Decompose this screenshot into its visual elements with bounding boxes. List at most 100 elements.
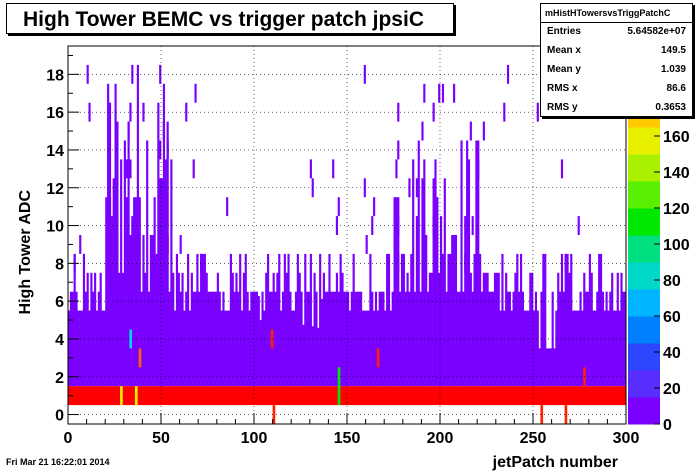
palette-segment — [628, 316, 660, 344]
grid-lines — [68, 46, 626, 424]
heatmap-column — [252, 291, 255, 387]
heatmap-column — [239, 253, 242, 387]
heatmap-column — [397, 197, 400, 387]
heatmap-column — [192, 291, 195, 387]
heatmap-cell — [373, 197, 376, 217]
heatmap-column — [473, 253, 476, 387]
heatmap-column — [603, 310, 606, 387]
heatmap-column — [92, 291, 95, 387]
heatmap-column — [237, 291, 240, 387]
heatmap-column — [320, 298, 324, 387]
heatmap-column — [276, 272, 279, 387]
heatmap-column — [402, 253, 405, 387]
stats-label: Mean y — [547, 64, 581, 75]
heatmap-cell — [536, 102, 539, 122]
heatmap-column — [365, 310, 368, 387]
palette-segment — [628, 262, 660, 290]
heatmap-column — [428, 272, 431, 387]
heatmap-column — [612, 310, 616, 387]
heatmap-column — [146, 140, 149, 387]
heatmap-column — [330, 291, 333, 387]
heatmap-column — [492, 291, 495, 387]
heatmap-column — [94, 272, 97, 387]
heatmap-column — [337, 291, 340, 387]
heatmap-column — [583, 272, 586, 387]
heatmap-cell — [397, 216, 400, 235]
y-axis: 0 2 4 6 8 10 12 14 16 18 — [46, 54, 79, 425]
heatmap-column — [153, 197, 156, 387]
heatmap-column — [380, 291, 383, 387]
heatmap-column — [317, 327, 320, 387]
heatmap-column — [404, 291, 407, 387]
heatmap-column — [144, 272, 147, 387]
heatmap-column — [508, 291, 511, 387]
heatmap-column — [324, 291, 327, 387]
x-tick-label: 250 — [520, 430, 547, 447]
heatmap-column — [300, 291, 303, 387]
heatmap-cell — [127, 121, 130, 141]
heatmap-column — [246, 291, 249, 387]
heatmap-column — [280, 310, 283, 387]
heatmap-column — [110, 216, 113, 387]
heatmap-column — [121, 272, 125, 387]
heatmap-column — [196, 253, 199, 387]
heatmap-column — [449, 253, 452, 387]
heatmap-column — [501, 253, 504, 387]
palette-segment — [628, 127, 660, 155]
heatmap-column — [235, 272, 238, 387]
heatmap-column — [159, 178, 162, 387]
heatmap-column — [531, 272, 534, 387]
heatmap-column — [164, 159, 167, 387]
heatmap-column — [341, 272, 344, 387]
heatmap-cell — [108, 197, 112, 217]
heatmap-column — [477, 159, 480, 387]
heatmap-column — [510, 310, 513, 387]
heatmap-column — [224, 310, 227, 387]
heatmap-cell — [560, 159, 564, 179]
heatmap-column — [257, 296, 260, 387]
palette-segment — [628, 343, 660, 371]
heatmap-column — [278, 253, 281, 387]
heatmap-column — [462, 291, 465, 387]
heatmap-column — [557, 272, 560, 387]
heatmap-column — [289, 291, 292, 387]
heatmap-column — [319, 253, 322, 387]
stats-row-mean-y: Mean y 1.039 — [547, 61, 686, 79]
heatmap-column — [127, 121, 130, 387]
heatmap-column — [542, 253, 545, 387]
palette-tick-label: 140 — [663, 165, 690, 182]
heatmap-column — [546, 348, 549, 387]
y-tick-label: 12 — [46, 181, 64, 198]
heatmap-column — [599, 253, 603, 387]
stats-row-mean-x: Mean x 149.5 — [547, 42, 686, 60]
stats-label: Mean x — [547, 45, 581, 56]
heatmap-column — [378, 291, 381, 387]
heatmap-column — [360, 291, 363, 387]
heatmap-column — [149, 235, 152, 387]
heatmap-cell — [397, 102, 400, 122]
heatmap-column — [129, 235, 132, 387]
heatmap-column — [536, 310, 539, 387]
heatmap-column — [151, 235, 154, 387]
heatmap-cell — [438, 83, 441, 103]
heatmap-column — [410, 253, 413, 387]
palette-segment — [628, 208, 660, 236]
heatmap-column — [466, 140, 469, 387]
heatmap-column — [194, 291, 197, 387]
heatmap-column — [304, 253, 307, 387]
heatmap-column — [114, 83, 117, 387]
heatmap-cell — [423, 159, 426, 179]
palette-segment — [628, 181, 660, 209]
heatmap-column — [274, 291, 277, 387]
heatmap-column — [138, 197, 141, 387]
heatmap-column — [309, 253, 312, 387]
heatmap-column — [112, 178, 115, 387]
heatmap-column — [519, 253, 523, 387]
heatmap-column — [352, 253, 355, 387]
heatmap-cell — [142, 102, 145, 122]
heatmap-column — [354, 291, 357, 387]
heatmap-column — [493, 272, 497, 387]
heatmap-column — [201, 253, 205, 387]
heatmap-column — [588, 253, 591, 387]
stats-value: 149.5 — [660, 45, 686, 56]
